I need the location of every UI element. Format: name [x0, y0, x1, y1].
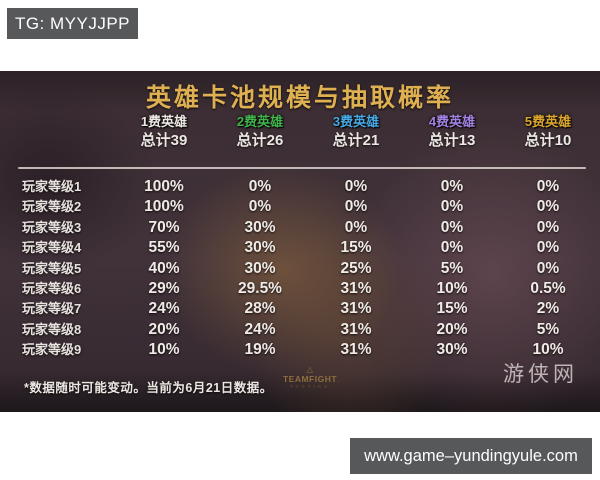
table-cell: 0% — [248, 198, 272, 216]
table-cell: 55% — [148, 239, 180, 257]
table-cell: 0% — [440, 218, 464, 236]
table-cell: 0% — [344, 218, 368, 236]
table-cell: 15% — [436, 300, 468, 318]
cost3-total: 总计21 — [332, 132, 380, 149]
table-cell: 31% — [340, 300, 372, 318]
table-cell: 0.5% — [530, 279, 566, 297]
cost3-label: 3费英雄 — [332, 114, 380, 129]
table-cell: 31% — [340, 279, 372, 297]
table-cell: 0% — [344, 198, 368, 216]
header-spacer — [4, 114, 116, 151]
table-cell: 30% — [244, 239, 276, 257]
table-cell: 0% — [536, 218, 560, 236]
table-cell: 0% — [536, 239, 560, 257]
table-cell: 30% — [244, 259, 276, 277]
table-cell: 30% — [436, 341, 468, 359]
table-cell: 10% — [148, 341, 180, 359]
teamfight-tactics-logo: △ TEAMFIGHT TACTICS — [280, 366, 340, 390]
cost4-total: 总计13 — [428, 132, 476, 149]
cost2-label: 2费英雄 — [236, 114, 284, 129]
row-label-level1: 玩家等级1 — [22, 179, 82, 194]
row-label-level8: 玩家等级8 — [22, 321, 82, 337]
table-cell: 100% — [144, 198, 184, 216]
tg-contact-label: TG: MYYJJPP — [14, 13, 131, 33]
page-title: 英雄卡池规模与抽取概率 — [145, 84, 454, 112]
table-cell: 0% — [536, 259, 560, 277]
table-cell: 40% — [148, 259, 180, 277]
row-label-level3: 玩家等级3 — [22, 219, 82, 235]
data-date-footnote: *数据随时可能变动。当前为6月21日数据。 — [24, 381, 273, 395]
row-label-level4: 玩家等级4 — [22, 240, 82, 256]
probability-table: 玩家等级1 100% 0% 0% 0% 0% 玩家等级2 100% 0% 0% … — [4, 177, 596, 361]
cost4-label: 4费英雄 — [428, 114, 476, 129]
site-url-label: www.game–yundingyule.com — [364, 446, 578, 465]
cost2-total: 总计26 — [236, 132, 284, 149]
tft-crest-icon: △ — [306, 365, 314, 374]
cost5-total: 总计10 — [524, 132, 572, 149]
table-cell: 10% — [532, 341, 564, 359]
row-label-level2: 玩家等级2 — [22, 199, 82, 215]
table-cell: 0% — [440, 198, 464, 216]
table-cell: 70% — [148, 218, 180, 236]
table-cell: 100% — [144, 178, 184, 195]
table-cell: 5% — [536, 320, 560, 338]
header-divider — [18, 167, 586, 169]
table-header-row: 1费英雄 总计39 2费英雄 总计26 3费英雄 总计21 4费英雄 总计13 … — [4, 114, 596, 151]
table-cell: 5% — [440, 259, 464, 277]
table-cell: 29% — [148, 279, 180, 297]
table-cell: 2% — [536, 300, 560, 318]
table-cell: 0% — [248, 178, 272, 195]
table-cell: 25% — [340, 259, 372, 277]
table-cell: 29.5% — [238, 279, 282, 297]
hero-pool-infographic: 英雄卡池规模与抽取概率 1费英雄 总计39 2费英雄 总计26 3费英雄 总计2… — [0, 71, 600, 412]
youxia-watermark: 游侠网 — [503, 362, 578, 386]
table-cell: 0% — [440, 239, 464, 257]
table-cell: 31% — [340, 341, 372, 359]
table-cell: 31% — [340, 320, 372, 338]
row-label-level9: 玩家等级9 — [22, 342, 82, 358]
table-cell: 20% — [436, 320, 468, 338]
table-cell: 0% — [440, 178, 464, 195]
table-cell: 19% — [244, 341, 276, 359]
tft-logo-line2: TACTICS — [290, 384, 330, 389]
column-header-cost2: 2费英雄 总计26 — [212, 114, 308, 151]
table-cell: 24% — [148, 300, 180, 318]
column-header-cost3: 3费英雄 总计21 — [308, 114, 404, 151]
table-cell: 30% — [244, 218, 276, 236]
table-cell: 10% — [436, 279, 468, 297]
column-header-cost4: 4费英雄 总计13 — [404, 114, 500, 151]
row-label-level7: 玩家等级7 — [22, 301, 82, 317]
table-cell: 0% — [344, 178, 368, 195]
table-cell: 0% — [536, 178, 560, 195]
table-cell: 15% — [340, 239, 372, 257]
table-cell: 0% — [536, 198, 560, 216]
cost1-total: 总计39 — [140, 132, 188, 149]
tft-logo-line1: TEAMFIGHT — [282, 374, 338, 384]
cost5-label: 5费英雄 — [524, 114, 572, 129]
column-header-cost5: 5费英雄 总计10 — [500, 114, 596, 151]
tg-contact-badge: TG: MYYJJPP — [7, 8, 138, 39]
site-url-badge: www.game–yundingyule.com — [350, 438, 592, 474]
cost1-label: 1费英雄 — [140, 114, 188, 129]
table-cell: 24% — [244, 320, 276, 338]
row-label-level5: 玩家等级5 — [22, 260, 82, 276]
column-header-cost1: 1费英雄 总计39 — [116, 114, 212, 151]
row-label-level6: 玩家等级6 — [22, 280, 82, 296]
table-cell: 28% — [244, 300, 276, 318]
table-cell: 20% — [148, 320, 180, 338]
